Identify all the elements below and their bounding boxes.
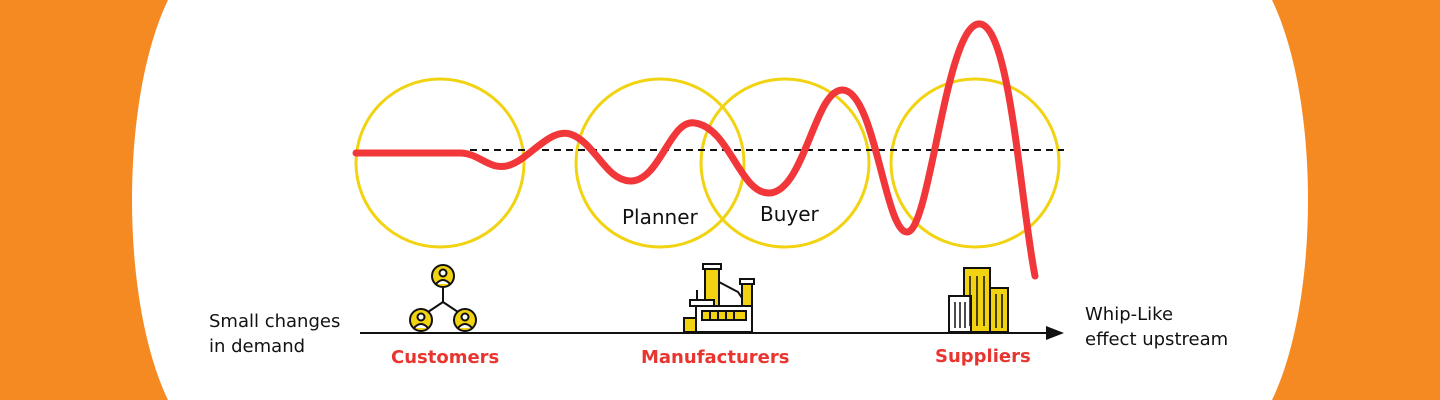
- buyer-circle: [699, 77, 871, 249]
- right-label-line1: Whip-Like: [1085, 304, 1173, 325]
- bullwhip-wave: [352, 20, 1039, 280]
- person-top: [431, 264, 455, 288]
- factory-icon: [683, 263, 755, 333]
- background-white-ellipse: [132, 0, 1308, 400]
- buyer-label: Buyer: [760, 202, 820, 226]
- left-label-line1: Small changes: [209, 311, 340, 332]
- supplier-circle: [889, 77, 1061, 249]
- people-network-icon: [409, 264, 477, 332]
- customer-circle: [354, 77, 526, 249]
- planner-circle: [574, 77, 746, 249]
- manufacturers-label: Manufacturers: [641, 347, 789, 368]
- suppliers-label: Suppliers: [935, 346, 1031, 367]
- customers-label: Customers: [391, 347, 499, 368]
- person-left: [409, 308, 433, 332]
- person-right: [453, 308, 477, 332]
- right-label-line2: effect upstream: [1085, 329, 1228, 350]
- left-label-line2: in demand: [209, 336, 305, 357]
- stage-circles: [354, 77, 1061, 249]
- flow-arrowhead: [1046, 326, 1064, 340]
- planner-label: Planner: [622, 205, 699, 229]
- buildings-icon: [948, 267, 1009, 333]
